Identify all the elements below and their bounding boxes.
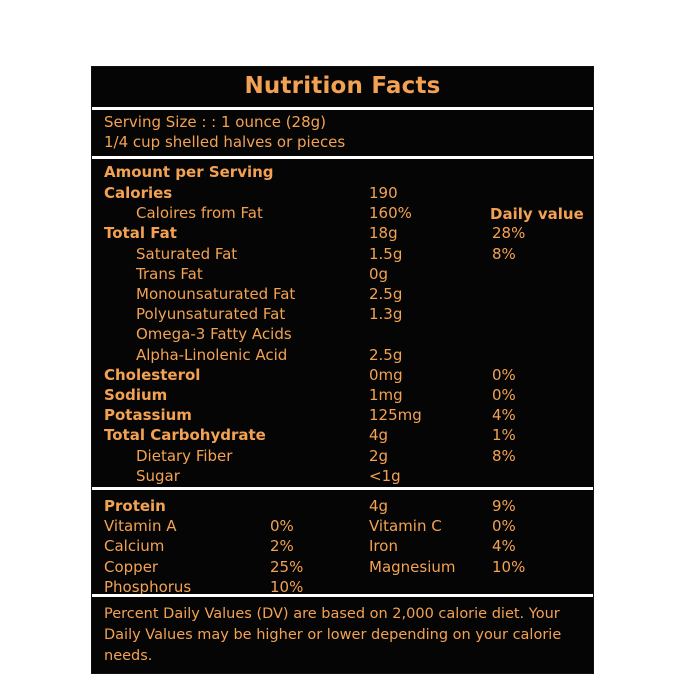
nutrient-label: Alpha-Linolenic Acid bbox=[136, 345, 288, 364]
mineral-value: 25% bbox=[270, 557, 304, 576]
mineral-label: Phosphorus bbox=[104, 578, 192, 597]
nutrient-amount: 190 bbox=[369, 184, 398, 202]
nutrition-label: Nutrition Facts Serving Size : : 1 ounce… bbox=[91, 66, 594, 674]
nutrient-label: Caloires from Fat bbox=[136, 204, 263, 223]
nutrient-amount: 1mg bbox=[369, 386, 403, 404]
nutrient-amount: 2.5g bbox=[369, 345, 403, 364]
nutrient-label: Monounsaturated Fat bbox=[136, 285, 296, 303]
nutrient-daily-value: 8% bbox=[492, 446, 516, 465]
nutrient-amount: 0mg bbox=[369, 365, 403, 384]
nutrient-amount: 4g bbox=[369, 426, 389, 445]
separator bbox=[92, 594, 593, 597]
separator bbox=[92, 156, 593, 159]
protein-label: Protein bbox=[104, 497, 166, 515]
nutrient-daily-value: 8% bbox=[492, 244, 516, 263]
nutrient-label: Dietary Fiber bbox=[136, 446, 233, 465]
mineral-label: Copper bbox=[104, 557, 159, 576]
nutrient-amount: 160% bbox=[369, 204, 412, 223]
nutrient-label: Calories bbox=[104, 184, 173, 202]
separator bbox=[92, 107, 593, 110]
nutrient-label: Potassium bbox=[104, 406, 192, 425]
nutrient-label: Total Carbohydrate bbox=[104, 426, 266, 445]
separator bbox=[92, 487, 593, 490]
mineral-value: 0% bbox=[492, 517, 516, 535]
mineral-value: 10% bbox=[270, 578, 304, 597]
nutrient-amount: 2g bbox=[369, 446, 389, 465]
nutrient-amount: 0g bbox=[369, 264, 389, 283]
nutrient-amount: 125mg bbox=[369, 406, 422, 425]
nutrient-label: Saturated Fat bbox=[136, 244, 238, 263]
label-title: Nutrition Facts bbox=[244, 73, 441, 99]
nutrient-daily-value: 0% bbox=[492, 365, 516, 384]
nutrient-amount: <1g bbox=[369, 466, 401, 485]
nutrient-daily-value: 4% bbox=[492, 406, 516, 425]
daily-value-header: Daily value bbox=[490, 205, 584, 223]
nutrient-amount: 2.5g bbox=[369, 285, 403, 303]
mineral-value: 4% bbox=[492, 537, 516, 556]
footnote: Percent Daily Values (DV) are based on 2… bbox=[104, 606, 562, 664]
nutrient-daily-value: 0% bbox=[492, 386, 516, 404]
protein-daily-value: 9% bbox=[492, 497, 516, 515]
nutrient-label: Total Fat bbox=[104, 224, 177, 243]
mineral-label: Magnesium bbox=[369, 557, 456, 576]
mineral-label: Iron bbox=[369, 537, 398, 556]
nutrient-amount: 1.3g bbox=[369, 305, 403, 324]
mineral-value: 2% bbox=[270, 537, 294, 556]
nutrient-label: Sugar bbox=[136, 466, 180, 485]
nutrient-label: Polyunsaturated Fat bbox=[136, 305, 286, 324]
amount-per-serving-header: Amount per Serving bbox=[104, 163, 274, 181]
serving-size-line-1: Serving Size : : 1 ounce (28g) bbox=[104, 113, 327, 131]
nutrient-daily-value: 1% bbox=[492, 426, 516, 445]
mineral-label: Vitamin A bbox=[104, 517, 177, 535]
nutrient-amount: 1.5g bbox=[369, 244, 403, 263]
mineral-value: 0% bbox=[270, 517, 294, 535]
nutrient-label: Cholesterol bbox=[104, 365, 201, 384]
mineral-label: Vitamin C bbox=[369, 517, 442, 535]
serving-size-line-2: 1/4 cup shelled halves or pieces bbox=[104, 133, 346, 151]
protein-amount: 4g bbox=[369, 497, 389, 515]
nutrient-daily-value: 28% bbox=[492, 224, 526, 243]
mineral-label: Calcium bbox=[104, 537, 165, 556]
nutrient-label: Omega-3 Fatty Acids bbox=[136, 325, 292, 344]
nutrient-label: Sodium bbox=[104, 386, 168, 404]
nutrient-amount: 18g bbox=[369, 224, 398, 243]
nutrient-label: Trans Fat bbox=[136, 264, 203, 283]
mineral-value: 10% bbox=[492, 557, 526, 576]
